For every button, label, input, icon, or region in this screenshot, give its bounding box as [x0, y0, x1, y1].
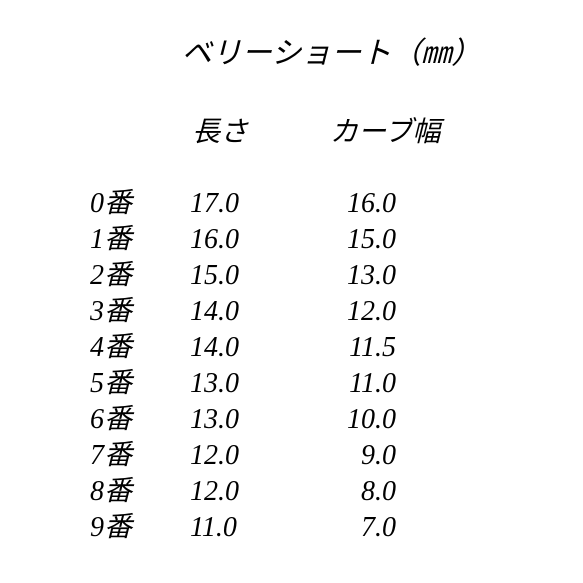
row-curve: 12.0: [300, 294, 450, 330]
row-label: 5番: [90, 366, 190, 402]
row-curve: 16.0: [300, 186, 450, 222]
table-row: 6番 13.0 10.0: [90, 402, 583, 438]
row-label: 1番: [90, 222, 190, 258]
row-label: 7番: [90, 438, 190, 474]
row-length: 14.0: [190, 294, 300, 330]
row-length: 16.0: [190, 222, 300, 258]
row-length: 12.0: [190, 474, 300, 510]
row-curve: 11.0: [300, 366, 450, 402]
row-length: 13.0: [190, 402, 300, 438]
row-curve: 7.0: [300, 510, 450, 546]
table-row: 9番 11.0 7.0: [90, 510, 583, 546]
header-length: 長さ: [192, 110, 302, 150]
chart-title: ベリーショート（㎜）: [0, 28, 583, 72]
row-label: 2番: [90, 258, 190, 294]
row-length: 17.0: [190, 186, 300, 222]
row-curve: 9.0: [300, 438, 450, 474]
size-chart: ベリーショート（㎜） 長さ カーブ幅 0番 17.0 16.0 1番 16.0 …: [0, 0, 583, 546]
row-length: 11.0: [190, 510, 300, 546]
table-row: 1番 16.0 15.0: [90, 222, 583, 258]
data-rows: 0番 17.0 16.0 1番 16.0 15.0 2番 15.0 13.0 3…: [0, 186, 583, 546]
row-label: 8番: [90, 474, 190, 510]
row-curve: 15.0: [300, 222, 450, 258]
table-row: 5番 13.0 11.0: [90, 366, 583, 402]
row-label: 4番: [90, 330, 190, 366]
table-row: 3番 14.0 12.0: [90, 294, 583, 330]
row-label: 3番: [90, 294, 190, 330]
row-label: 9番: [90, 510, 190, 546]
row-length: 12.0: [190, 438, 300, 474]
row-curve: 8.0: [300, 474, 450, 510]
row-curve: 13.0: [300, 258, 450, 294]
table-row: 0番 17.0 16.0: [90, 186, 583, 222]
table-row: 4番 14.0 11.5: [90, 330, 583, 366]
table-row: 2番 15.0 13.0: [90, 258, 583, 294]
row-curve: 11.5: [300, 330, 450, 366]
column-headers: 長さ カーブ幅: [0, 110, 583, 150]
row-length: 14.0: [190, 330, 300, 366]
row-label: 6番: [90, 402, 190, 438]
row-curve: 10.0: [300, 402, 450, 438]
row-length: 15.0: [190, 258, 300, 294]
row-label: 0番: [90, 186, 190, 222]
table-row: 8番 12.0 8.0: [90, 474, 583, 510]
header-curve: カーブ幅: [330, 110, 470, 150]
row-length: 13.0: [190, 366, 300, 402]
table-row: 7番 12.0 9.0: [90, 438, 583, 474]
